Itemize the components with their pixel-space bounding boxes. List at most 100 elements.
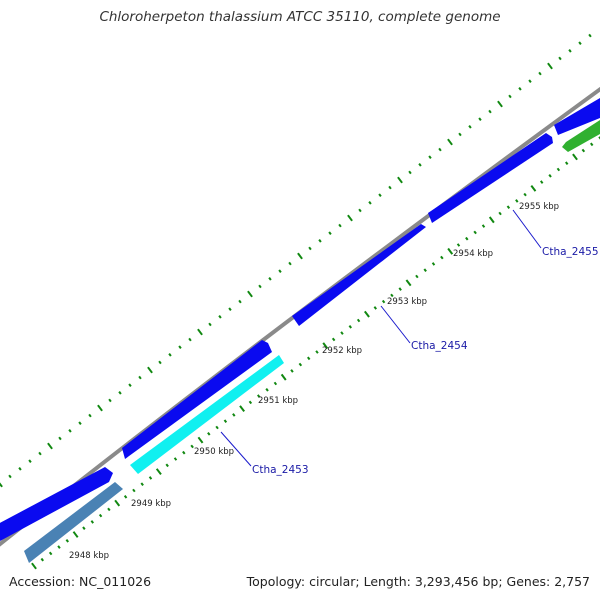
outer-tick-ring bbox=[0, 33, 592, 488]
minor-tick bbox=[328, 231, 332, 235]
minor-tick bbox=[468, 125, 472, 129]
minor-tick bbox=[564, 161, 569, 165]
minor-tick bbox=[456, 243, 461, 247]
minor-tick bbox=[373, 306, 378, 310]
minor-tick bbox=[108, 398, 112, 403]
forward-cds[interactable] bbox=[122, 340, 272, 459]
gene-label-ctha-2455[interactable]: Ctha_2455 bbox=[542, 246, 599, 258]
minor-tick bbox=[256, 394, 261, 398]
minor-tick bbox=[248, 400, 253, 405]
minor-tick bbox=[506, 205, 511, 209]
minor-tick bbox=[107, 507, 111, 512]
forward-cds[interactable] bbox=[428, 133, 553, 223]
map-title: Chloroherpeton thalassium ATCC 35110, co… bbox=[99, 9, 501, 25]
minor-tick bbox=[538, 71, 542, 76]
minor-tick bbox=[315, 350, 319, 354]
minor-tick bbox=[57, 545, 61, 549]
minor-tick bbox=[428, 155, 432, 159]
minor-tick bbox=[173, 457, 178, 461]
major-tick bbox=[72, 531, 79, 538]
major-tick bbox=[297, 252, 303, 260]
minor-tick bbox=[223, 419, 228, 423]
minor-tick bbox=[473, 230, 477, 235]
major-tick bbox=[347, 214, 353, 222]
kbp-label: 2951 kbp bbox=[258, 396, 298, 406]
minor-tick bbox=[581, 148, 586, 153]
minor-tick bbox=[48, 551, 53, 556]
minor-tick bbox=[331, 337, 336, 342]
minor-tick bbox=[438, 147, 442, 152]
minor-tick bbox=[40, 557, 45, 562]
minor-tick bbox=[38, 451, 42, 456]
minor-tick bbox=[90, 520, 94, 524]
minor-tick bbox=[298, 362, 303, 367]
kbp-label: 2949 kbp bbox=[131, 499, 171, 509]
minor-tick bbox=[523, 192, 527, 197]
minor-tick bbox=[381, 299, 386, 304]
forward-cds[interactable] bbox=[554, 98, 600, 135]
minor-tick bbox=[488, 109, 492, 114]
minor-tick bbox=[207, 432, 211, 436]
minor-tick bbox=[356, 318, 361, 323]
minor-tick bbox=[418, 163, 422, 167]
minor-tick bbox=[440, 255, 444, 260]
minor-tick bbox=[232, 413, 236, 417]
minor-tick bbox=[88, 413, 92, 418]
minor-tick bbox=[188, 337, 192, 342]
reverse-cds-cyan[interactable] bbox=[130, 355, 284, 474]
minor-tick bbox=[68, 429, 72, 433]
reverse-cds-green[interactable] bbox=[562, 120, 600, 152]
minor-tick bbox=[290, 369, 294, 373]
major-tick bbox=[488, 216, 495, 224]
minor-tick bbox=[465, 236, 469, 241]
minor-tick bbox=[378, 193, 382, 197]
minor-tick bbox=[128, 383, 132, 387]
minor-tick bbox=[539, 180, 544, 184]
major-tick bbox=[547, 62, 553, 70]
minor-tick bbox=[278, 269, 282, 273]
kbp-label: 2948 kbp bbox=[69, 551, 109, 561]
minor-tick bbox=[358, 208, 362, 213]
minor-tick bbox=[498, 211, 502, 216]
minor-tick bbox=[588, 33, 592, 38]
reverse-cds-steel[interactable] bbox=[24, 482, 123, 563]
minor-tick bbox=[228, 307, 232, 311]
major-tick bbox=[280, 373, 287, 381]
major-tick bbox=[197, 328, 203, 336]
minor-tick bbox=[423, 268, 427, 272]
minor-tick bbox=[548, 174, 552, 178]
minor-tick bbox=[258, 284, 262, 289]
minor-tick bbox=[528, 79, 532, 84]
minor-tick bbox=[8, 474, 12, 479]
minor-tick bbox=[140, 482, 144, 486]
minor-tick bbox=[408, 170, 412, 175]
minor-tick bbox=[556, 167, 561, 172]
minor-tick bbox=[273, 381, 278, 386]
accession-label: Accession: NC_011026 bbox=[9, 574, 152, 589]
major-tick bbox=[530, 184, 537, 192]
minor-tick bbox=[182, 450, 186, 455]
forward-cds[interactable] bbox=[0, 467, 113, 541]
major-tick bbox=[239, 405, 245, 413]
major-tick bbox=[447, 247, 454, 255]
minor-tick bbox=[558, 56, 562, 61]
minor-tick bbox=[340, 331, 344, 335]
minor-tick bbox=[398, 287, 402, 291]
minor-tick bbox=[58, 436, 62, 441]
minor-tick bbox=[338, 223, 342, 228]
minor-tick bbox=[148, 476, 153, 480]
minor-tick bbox=[318, 239, 322, 243]
gene-label-ctha-2454[interactable]: Ctha_2454 bbox=[411, 340, 468, 352]
minor-tick bbox=[306, 356, 311, 361]
forward-cds[interactable] bbox=[292, 224, 426, 326]
kbp-labels: 2948 kbp 2949 kbp 2950 kbp 2951 kbp 2952… bbox=[69, 202, 559, 561]
gene-label-ctha-2453[interactable]: Ctha_2453 bbox=[252, 464, 309, 476]
minor-tick bbox=[178, 345, 182, 349]
minor-tick bbox=[168, 353, 172, 357]
major-tick bbox=[447, 138, 453, 146]
major-tick bbox=[397, 176, 403, 184]
minor-tick bbox=[415, 274, 419, 279]
major-tick bbox=[572, 153, 578, 161]
gene-labels: Ctha_2453 Ctha_2454 Ctha_2455 bbox=[252, 246, 599, 476]
